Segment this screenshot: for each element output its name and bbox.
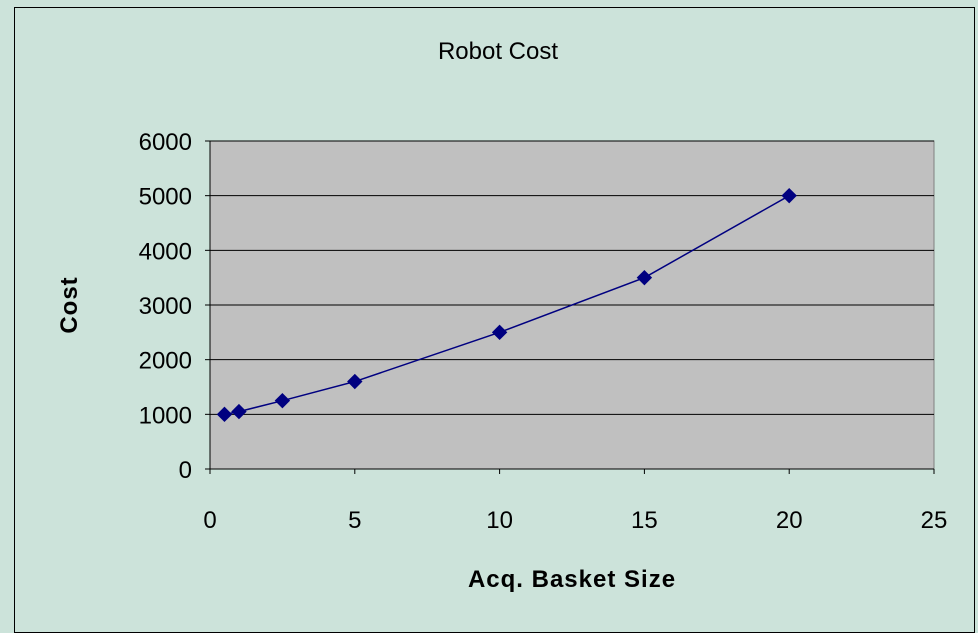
- y-tick-label: 5000: [139, 184, 192, 211]
- y-tick-label: 3000: [139, 293, 192, 320]
- chart-title: Robot Cost: [438, 38, 558, 65]
- data-point-diamond: [781, 187, 797, 204]
- data-point-diamond: [216, 406, 233, 423]
- data-point-diamond: [231, 403, 247, 420]
- y-axis-label: Cost: [56, 276, 83, 333]
- x-tick-label: 25: [921, 507, 948, 534]
- data-point-diamond: [347, 373, 363, 390]
- data-point-diamond: [491, 324, 508, 341]
- x-tick-label: 20: [776, 507, 803, 534]
- x-tick-label: 15: [631, 507, 658, 534]
- y-tick-label: 1000: [139, 402, 192, 429]
- x-tick-label: 5: [348, 507, 361, 534]
- y-tick-label: 2000: [139, 348, 192, 375]
- axes: [205, 140, 935, 474]
- tick-labels: 0 1000 2000 3000 4000 5000 6000 0 5 10 15 20 25: [139, 129, 948, 534]
- x-axis-label: Acq. Basket Size: [468, 566, 676, 593]
- data-point-diamond: [274, 392, 291, 409]
- data-point-diamond: [636, 269, 653, 286]
- y-tick-label: 6000: [139, 129, 192, 156]
- x-tick-label: 10: [486, 507, 513, 534]
- gridlines: [210, 140, 934, 415]
- data-series: [216, 187, 797, 423]
- y-tick-label: 4000: [139, 238, 192, 265]
- y-tick-label: 0: [179, 457, 192, 484]
- x-tick-label: 0: [203, 507, 216, 534]
